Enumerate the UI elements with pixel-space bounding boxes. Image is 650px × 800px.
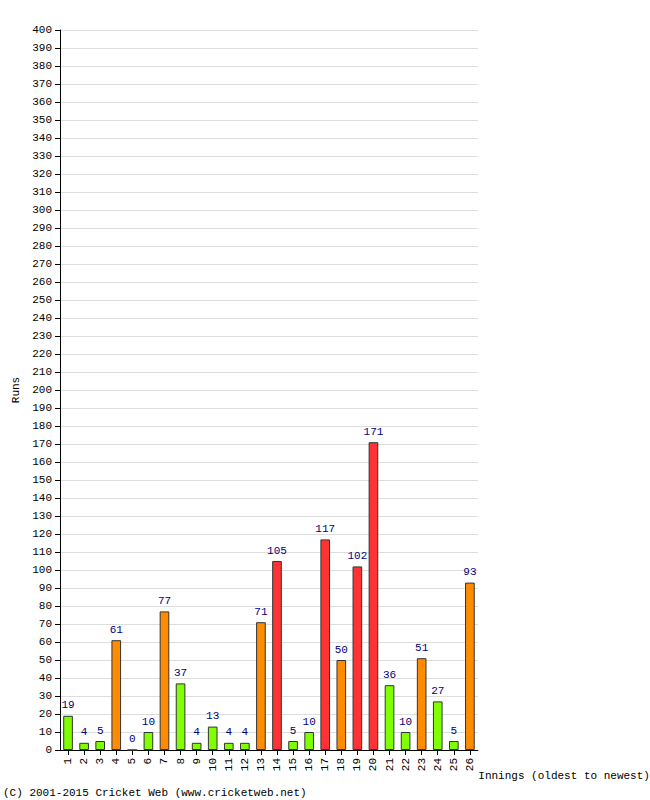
svg-text:220: 220 xyxy=(32,348,52,360)
svg-text:14: 14 xyxy=(271,758,283,772)
svg-text:11: 11 xyxy=(223,758,235,772)
svg-text:5: 5 xyxy=(97,725,104,737)
svg-text:20: 20 xyxy=(367,758,379,771)
svg-text:19: 19 xyxy=(61,699,74,711)
svg-text:15: 15 xyxy=(287,758,299,771)
svg-text:71: 71 xyxy=(254,606,268,618)
svg-text:160: 160 xyxy=(32,456,52,468)
svg-text:190: 190 xyxy=(32,402,52,414)
svg-text:320: 320 xyxy=(32,168,52,180)
svg-text:10: 10 xyxy=(207,758,219,771)
svg-text:280: 280 xyxy=(32,240,52,252)
svg-text:50: 50 xyxy=(335,644,348,656)
svg-text:80: 80 xyxy=(39,600,52,612)
svg-text:5: 5 xyxy=(290,725,297,737)
svg-text:6: 6 xyxy=(142,758,154,765)
svg-text:4: 4 xyxy=(242,726,249,738)
svg-text:8: 8 xyxy=(175,758,187,765)
svg-text:210: 210 xyxy=(32,366,52,378)
svg-text:(C) 2001-2015 Cricket Web (www: (C) 2001-2015 Cricket Web (www.cricketwe… xyxy=(3,787,307,799)
svg-text:230: 230 xyxy=(32,330,52,342)
svg-text:150: 150 xyxy=(32,474,52,486)
svg-text:36: 36 xyxy=(383,669,396,681)
svg-text:30: 30 xyxy=(39,690,52,702)
svg-text:390: 390 xyxy=(32,42,52,54)
svg-text:117: 117 xyxy=(315,523,335,535)
svg-text:350: 350 xyxy=(32,114,52,126)
svg-text:2: 2 xyxy=(78,758,90,765)
svg-text:60: 60 xyxy=(39,636,52,648)
svg-text:10: 10 xyxy=(39,726,52,738)
svg-text:90: 90 xyxy=(39,582,52,594)
svg-text:27: 27 xyxy=(431,685,444,697)
svg-text:130: 130 xyxy=(32,510,52,522)
svg-text:180: 180 xyxy=(32,420,52,432)
svg-text:50: 50 xyxy=(39,654,52,666)
svg-text:300: 300 xyxy=(32,204,52,216)
svg-text:10: 10 xyxy=(142,716,155,728)
svg-text:4: 4 xyxy=(225,726,232,738)
svg-text:18: 18 xyxy=(335,758,347,771)
svg-text:240: 240 xyxy=(32,312,52,324)
svg-text:70: 70 xyxy=(39,618,52,630)
svg-text:9: 9 xyxy=(191,758,203,765)
svg-text:310: 310 xyxy=(32,186,52,198)
svg-text:37: 37 xyxy=(174,667,187,679)
svg-text:171: 171 xyxy=(364,426,384,438)
svg-text:93: 93 xyxy=(463,566,476,578)
svg-text:19: 19 xyxy=(351,758,363,771)
svg-text:330: 330 xyxy=(32,150,52,162)
svg-text:3: 3 xyxy=(94,758,106,765)
svg-text:105: 105 xyxy=(267,545,287,557)
svg-text:110: 110 xyxy=(32,546,52,558)
svg-text:22: 22 xyxy=(400,758,412,771)
svg-text:40: 40 xyxy=(39,672,52,684)
svg-text:21: 21 xyxy=(384,758,396,772)
svg-text:400: 400 xyxy=(32,24,52,36)
svg-text:360: 360 xyxy=(32,96,52,108)
svg-text:140: 140 xyxy=(32,492,52,504)
svg-text:4: 4 xyxy=(81,726,88,738)
svg-text:10: 10 xyxy=(303,716,316,728)
svg-text:Innings (oldest to newest): Innings (oldest to newest) xyxy=(478,770,650,782)
svg-text:5: 5 xyxy=(126,758,138,765)
svg-text:250: 250 xyxy=(32,294,52,306)
svg-text:0: 0 xyxy=(45,744,52,756)
svg-text:77: 77 xyxy=(158,595,171,607)
svg-text:270: 270 xyxy=(32,258,52,270)
svg-text:13: 13 xyxy=(255,758,267,771)
svg-text:25: 25 xyxy=(448,758,460,771)
svg-text:20: 20 xyxy=(39,708,52,720)
svg-text:7: 7 xyxy=(158,758,170,765)
svg-text:260: 260 xyxy=(32,276,52,288)
svg-text:290: 290 xyxy=(32,222,52,234)
svg-text:340: 340 xyxy=(32,132,52,144)
svg-text:370: 370 xyxy=(32,78,52,90)
svg-text:12: 12 xyxy=(239,758,251,771)
svg-text:61: 61 xyxy=(110,624,124,636)
svg-text:10: 10 xyxy=(399,716,412,728)
svg-text:5: 5 xyxy=(451,725,458,737)
svg-text:120: 120 xyxy=(32,528,52,540)
svg-text:13: 13 xyxy=(206,710,219,722)
svg-text:4: 4 xyxy=(193,726,200,738)
svg-text:100: 100 xyxy=(32,564,52,576)
svg-text:0: 0 xyxy=(129,733,136,745)
svg-text:16: 16 xyxy=(303,758,315,771)
svg-text:380: 380 xyxy=(32,60,52,72)
svg-text:24: 24 xyxy=(432,758,444,772)
svg-text:51: 51 xyxy=(415,642,429,654)
svg-text:170: 170 xyxy=(32,438,52,450)
svg-text:4: 4 xyxy=(110,758,122,765)
svg-text:26: 26 xyxy=(464,758,476,771)
svg-text:200: 200 xyxy=(32,384,52,396)
svg-text:102: 102 xyxy=(347,550,367,562)
svg-text:Runs: Runs xyxy=(10,377,22,403)
svg-text:1: 1 xyxy=(62,758,74,765)
svg-text:17: 17 xyxy=(319,758,331,771)
svg-text:23: 23 xyxy=(416,758,428,771)
